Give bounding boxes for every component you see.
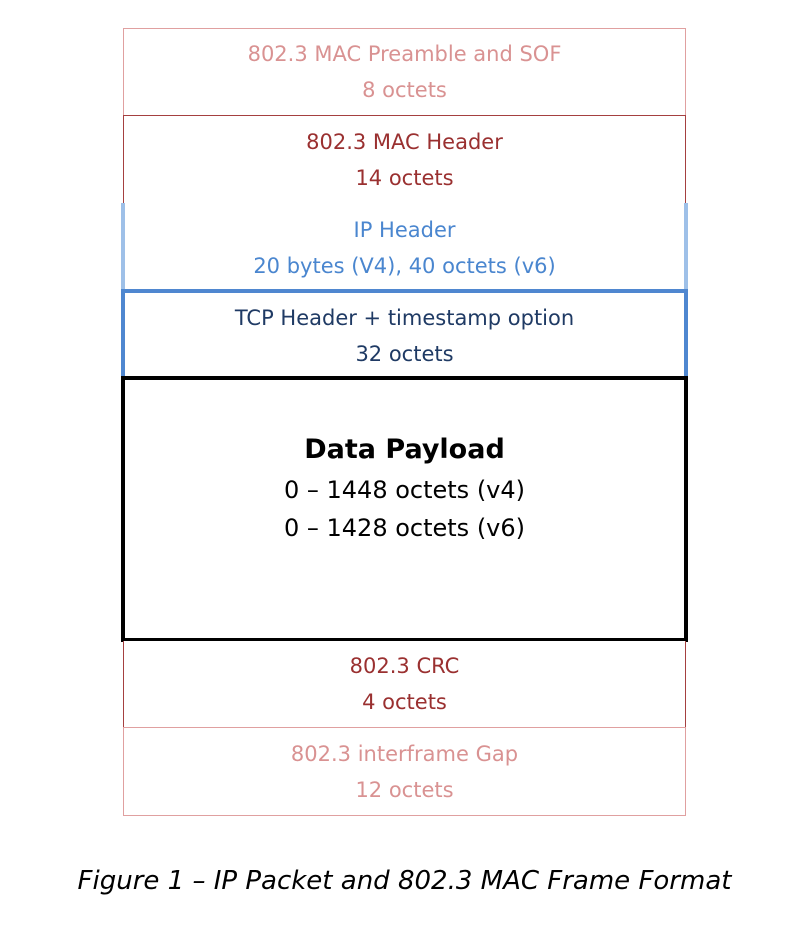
data-payload-box: Data Payload 0 – 1448 octets (v4) 0 – 14… [121, 376, 688, 642]
tcp-header-title: TCP Header + timestamp option [234, 306, 575, 330]
crc-size: 4 octets [362, 690, 447, 714]
data-payload-title: Data Payload [304, 434, 505, 465]
crc-title: 802.3 CRC [349, 654, 460, 678]
interframe-gap-box: 802.3 interframe Gap 12 octets [123, 727, 686, 816]
preamble-box: 802.3 MAC Preamble and SOF 8 octets [123, 28, 686, 116]
tcp-header-size: 32 octets [355, 342, 454, 366]
tcp-header-box: TCP Header + timestamp option 32 octets [121, 289, 688, 379]
ip-header-title: IP Header [353, 217, 456, 242]
crc-box: 802.3 CRC 4 octets [123, 641, 686, 728]
figure-caption: Figure 1 – IP Packet and 802.3 MAC Frame… [77, 866, 732, 896]
preamble-title: 802.3 MAC Preamble and SOF [247, 42, 562, 66]
ip-header-box: IP Header 20 bytes (V4), 40 octets (v6) [121, 203, 688, 292]
interframe-gap-title: 802.3 interframe Gap [290, 741, 519, 766]
interframe-gap-size: 12 octets [355, 777, 454, 802]
preamble-size: 8 octets [362, 78, 447, 102]
mac-header-title: 802.3 MAC Header [306, 129, 503, 154]
mac-header-size: 14 octets [355, 165, 454, 190]
data-payload-size-v6: 0 – 1428 octets (v6) [283, 514, 526, 542]
ip-header-size: 20 bytes (V4), 40 octets (v6) [253, 253, 556, 278]
mac-header-box: 802.3 MAC Header 14 octets [123, 115, 686, 204]
data-payload-size-v4: 0 – 1448 octets (v4) [283, 476, 526, 504]
